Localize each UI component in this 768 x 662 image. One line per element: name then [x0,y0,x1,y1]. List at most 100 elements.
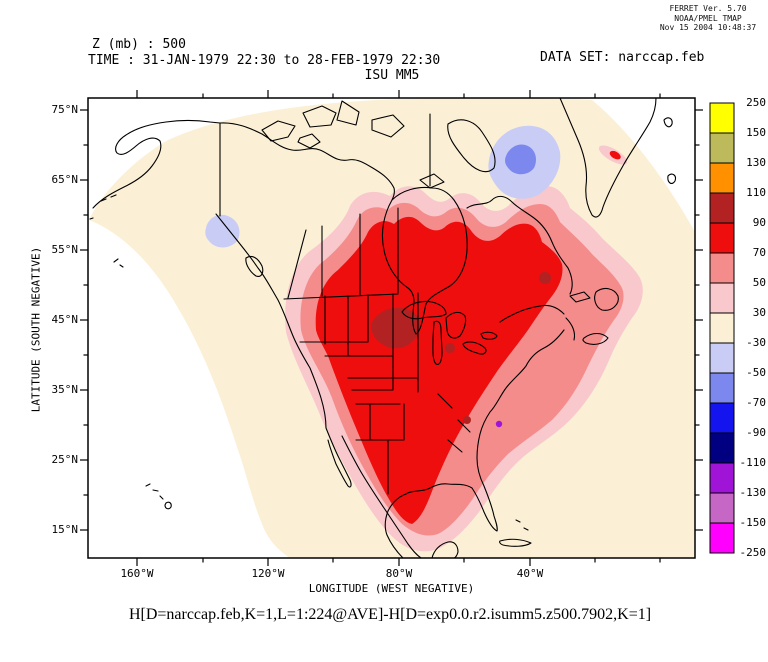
baffin-anomaly-cornflower [505,144,536,175]
anomaly-core-spot [463,416,471,424]
coast-new-brunswick [565,317,576,341]
colorbar-label: -150 [739,516,767,529]
colorbar-label: -90 [746,426,766,439]
colorbar-label: -50 [746,366,766,379]
edge-anomaly-red [609,150,621,160]
colorbar-segment-salmon [709,252,735,284]
colorbar-label: 30 [752,306,766,319]
colorbar-label: -30 [746,336,766,349]
coast-alaska [92,119,221,209]
colorbar-segment-pink [709,282,735,314]
atlantic-purple-speck [495,420,503,428]
coast-ungava-labrador [466,195,573,295]
colorbar-segment-purple [709,462,735,494]
colorbar-segment-navy [709,432,735,464]
coast-st-lawrence [499,304,565,323]
coast-yucatan [431,541,459,558]
coast-cuba [499,538,532,547]
coast-bahamas [515,519,529,531]
colorbar-segment-magenta [709,522,735,554]
alaska-anomaly-lavender [205,214,240,248]
colorbar-label: 250 [746,96,766,109]
variable-expression: H[D=narccap.feb,K=1,L=1:224@AVE]-H[D=exp… [128,606,652,623]
colorbar-segment-yellow [709,102,735,134]
coastlines [89,98,676,558]
anomaly-core-90-110 [371,307,421,349]
colorbar-label: -70 [746,396,766,409]
colorbar-segment-orange [709,162,735,194]
coast-hawaii [145,483,172,510]
ferret-credit: FERRET Ver. 5.70 NOAA/PMEL TMAP Nov 15 2… [645,4,768,33]
lake-superior [401,300,447,320]
plot-frame [87,97,696,559]
coast-east [384,329,565,558]
lake-michigan [432,320,443,365]
colorbar-label: -250 [739,546,767,559]
axis-ticks [80,90,703,566]
ferret-org: NOAA/PMEL TMAP [674,13,742,23]
lake-ontario [480,331,498,340]
plot-title: ISU MM5 [364,68,420,83]
colorbar-segment-blue [709,402,735,434]
colorbar-label: -130 [739,486,767,499]
ferret-version: FERRET Ver. 5.70 [669,4,747,13]
coast-mexico-west [341,435,422,558]
map-area [89,98,695,558]
y-tick-label: 45°N [51,313,79,326]
y-tick-label: 75°N [51,103,79,116]
coast-greenland [559,98,657,218]
coast-southampton-island [419,173,445,189]
x-axis-title: LONGITUDE (WEST NEGATIVE) [308,582,475,595]
x-tick-label: 80°W [385,567,413,580]
negative-anomaly [205,125,561,428]
y-tick-label: 35°N [51,383,79,396]
colorbar-label: 70 [752,246,766,259]
coast-vancouver-island [245,255,264,277]
x-tick-label: 120°W [251,567,285,580]
ferret-timestamp: Nov 15 2004 10:48:37 [659,23,757,32]
x-tick-label: 160°W [120,567,154,580]
positive-anomaly [285,145,643,552]
colorbar-segment-cornflower [709,372,735,404]
anomaly-core-spot [445,343,455,353]
y-tick-label: 15°N [51,523,79,536]
colorbar-label: 50 [752,276,766,289]
coast-arctic-islands [261,100,405,149]
border-us-canada [283,293,399,300]
lake-huron [445,311,467,339]
borders-state-grid [299,292,471,495]
coast-newfoundland [594,287,619,311]
field-label: Z (mb) : 500 [92,37,186,52]
coast-nova-scotia [582,332,609,345]
colorbar-label: 110 [746,186,766,199]
colorbar-label: -110 [739,456,767,469]
colorbar-segment-cream [709,312,735,344]
dataset-label: DATA SET: narccap.feb [540,50,705,65]
colorbar-segment-orchid [709,492,735,524]
lake-erie [462,341,487,355]
colorbar-segment-olive [709,132,735,164]
anomaly-core-spot [539,272,551,284]
colorbar-label: 130 [746,156,766,169]
x-tick-label: 40°W [516,567,544,580]
y-tick-label: 55°N [51,243,79,256]
colorbar-segment-red [709,222,735,254]
y-tick-label: 65°N [51,173,79,186]
colorbar-label: 90 [752,216,766,229]
y-tick-label: 25°N [51,453,79,466]
coast-aleutian-islands [89,194,124,268]
coast-anticosti [569,291,591,303]
colorbar-segment-lavender [709,342,735,374]
colorbar-segment-darkred [709,192,735,224]
borders-canada [287,113,431,299]
colorbar-label: 150 [746,126,766,139]
coast-west [215,213,327,429]
greenland-edge-anomaly [598,145,628,165]
coast-arctic [219,122,395,201]
anomaly-band-70-90 [315,216,563,524]
coast-greenland-islands [663,117,676,185]
coast-baja [325,427,352,488]
coast-baffin-island [447,119,496,173]
colorbar [709,102,735,554]
